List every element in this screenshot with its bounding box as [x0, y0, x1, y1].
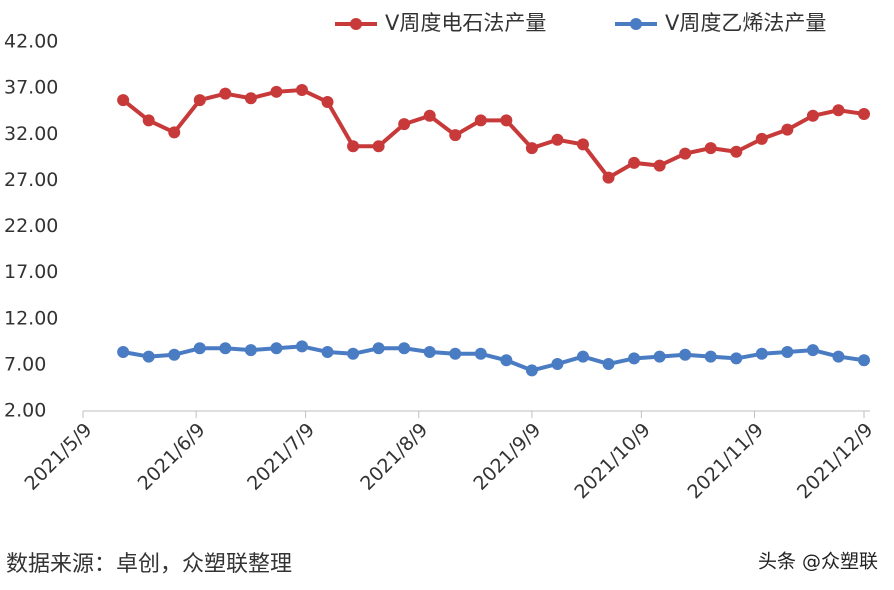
data-point [704, 142, 717, 155]
data-point [500, 114, 513, 127]
y-tick-label: 42.00 [4, 31, 58, 53]
data-point [295, 83, 308, 96]
data-point [372, 342, 385, 355]
data-point [653, 159, 666, 172]
data-point [551, 357, 564, 370]
data-point [602, 171, 615, 184]
y-tick-label: 2.00 [4, 400, 46, 422]
data-point [832, 350, 845, 363]
data-point [398, 342, 411, 355]
data-point [117, 345, 130, 358]
data-point [270, 342, 283, 355]
data-point [704, 350, 717, 363]
data-point [858, 107, 870, 120]
legend-marker [350, 18, 362, 30]
y-tick-label: 37.00 [4, 77, 58, 99]
data-point [551, 133, 564, 146]
data-point [372, 140, 385, 153]
data-point [347, 347, 360, 360]
data-point [653, 350, 666, 363]
data-point [781, 345, 794, 358]
source-note: 数据来源：卓创，众塑联整理 [6, 552, 292, 577]
data-point [730, 145, 743, 158]
data-point [474, 114, 487, 127]
data-point [321, 95, 334, 108]
data-point [576, 138, 589, 151]
data-point [449, 129, 462, 142]
data-point [679, 348, 692, 361]
y-tick-label: 12.00 [4, 307, 58, 329]
data-point [832, 104, 845, 117]
data-point [602, 357, 615, 370]
data-point [755, 132, 768, 145]
y-tick-label: 22.00 [4, 215, 58, 237]
watermark: 头条 @众塑联 [758, 551, 878, 573]
legend-label: V周度电石法产量 [385, 11, 546, 35]
data-point [474, 347, 487, 360]
data-point [576, 350, 589, 363]
data-point [347, 140, 360, 153]
data-point [270, 85, 283, 98]
y-tick-label: 17.00 [4, 261, 58, 283]
y-tick-label: 7.00 [4, 353, 46, 375]
data-point [449, 347, 462, 360]
data-point [142, 350, 155, 363]
data-point [628, 156, 641, 169]
data-point [219, 342, 232, 355]
data-point [781, 123, 794, 136]
data-point [117, 94, 130, 107]
data-point [423, 345, 436, 358]
data-point [730, 352, 743, 365]
data-point [193, 94, 206, 107]
data-point [806, 109, 819, 122]
legend-marker [630, 18, 642, 30]
data-point [858, 354, 870, 367]
data-point [244, 92, 257, 105]
legend-label: V周度乙烯法产量 [665, 11, 826, 35]
data-point [168, 126, 181, 139]
data-point [219, 87, 232, 100]
data-point [525, 364, 538, 377]
data-point [193, 342, 206, 355]
y-tick-label: 32.00 [4, 123, 58, 145]
data-point [168, 348, 181, 361]
data-point [806, 344, 819, 357]
data-point [398, 118, 411, 131]
data-point [500, 354, 513, 367]
data-point [142, 114, 155, 127]
data-point [423, 109, 436, 122]
data-point [679, 147, 692, 160]
data-point [628, 352, 641, 365]
data-point [321, 345, 334, 358]
y-tick-label: 27.00 [4, 169, 58, 191]
data-point [755, 347, 768, 360]
data-point [295, 340, 308, 353]
data-point [244, 344, 257, 357]
data-point [525, 142, 538, 155]
